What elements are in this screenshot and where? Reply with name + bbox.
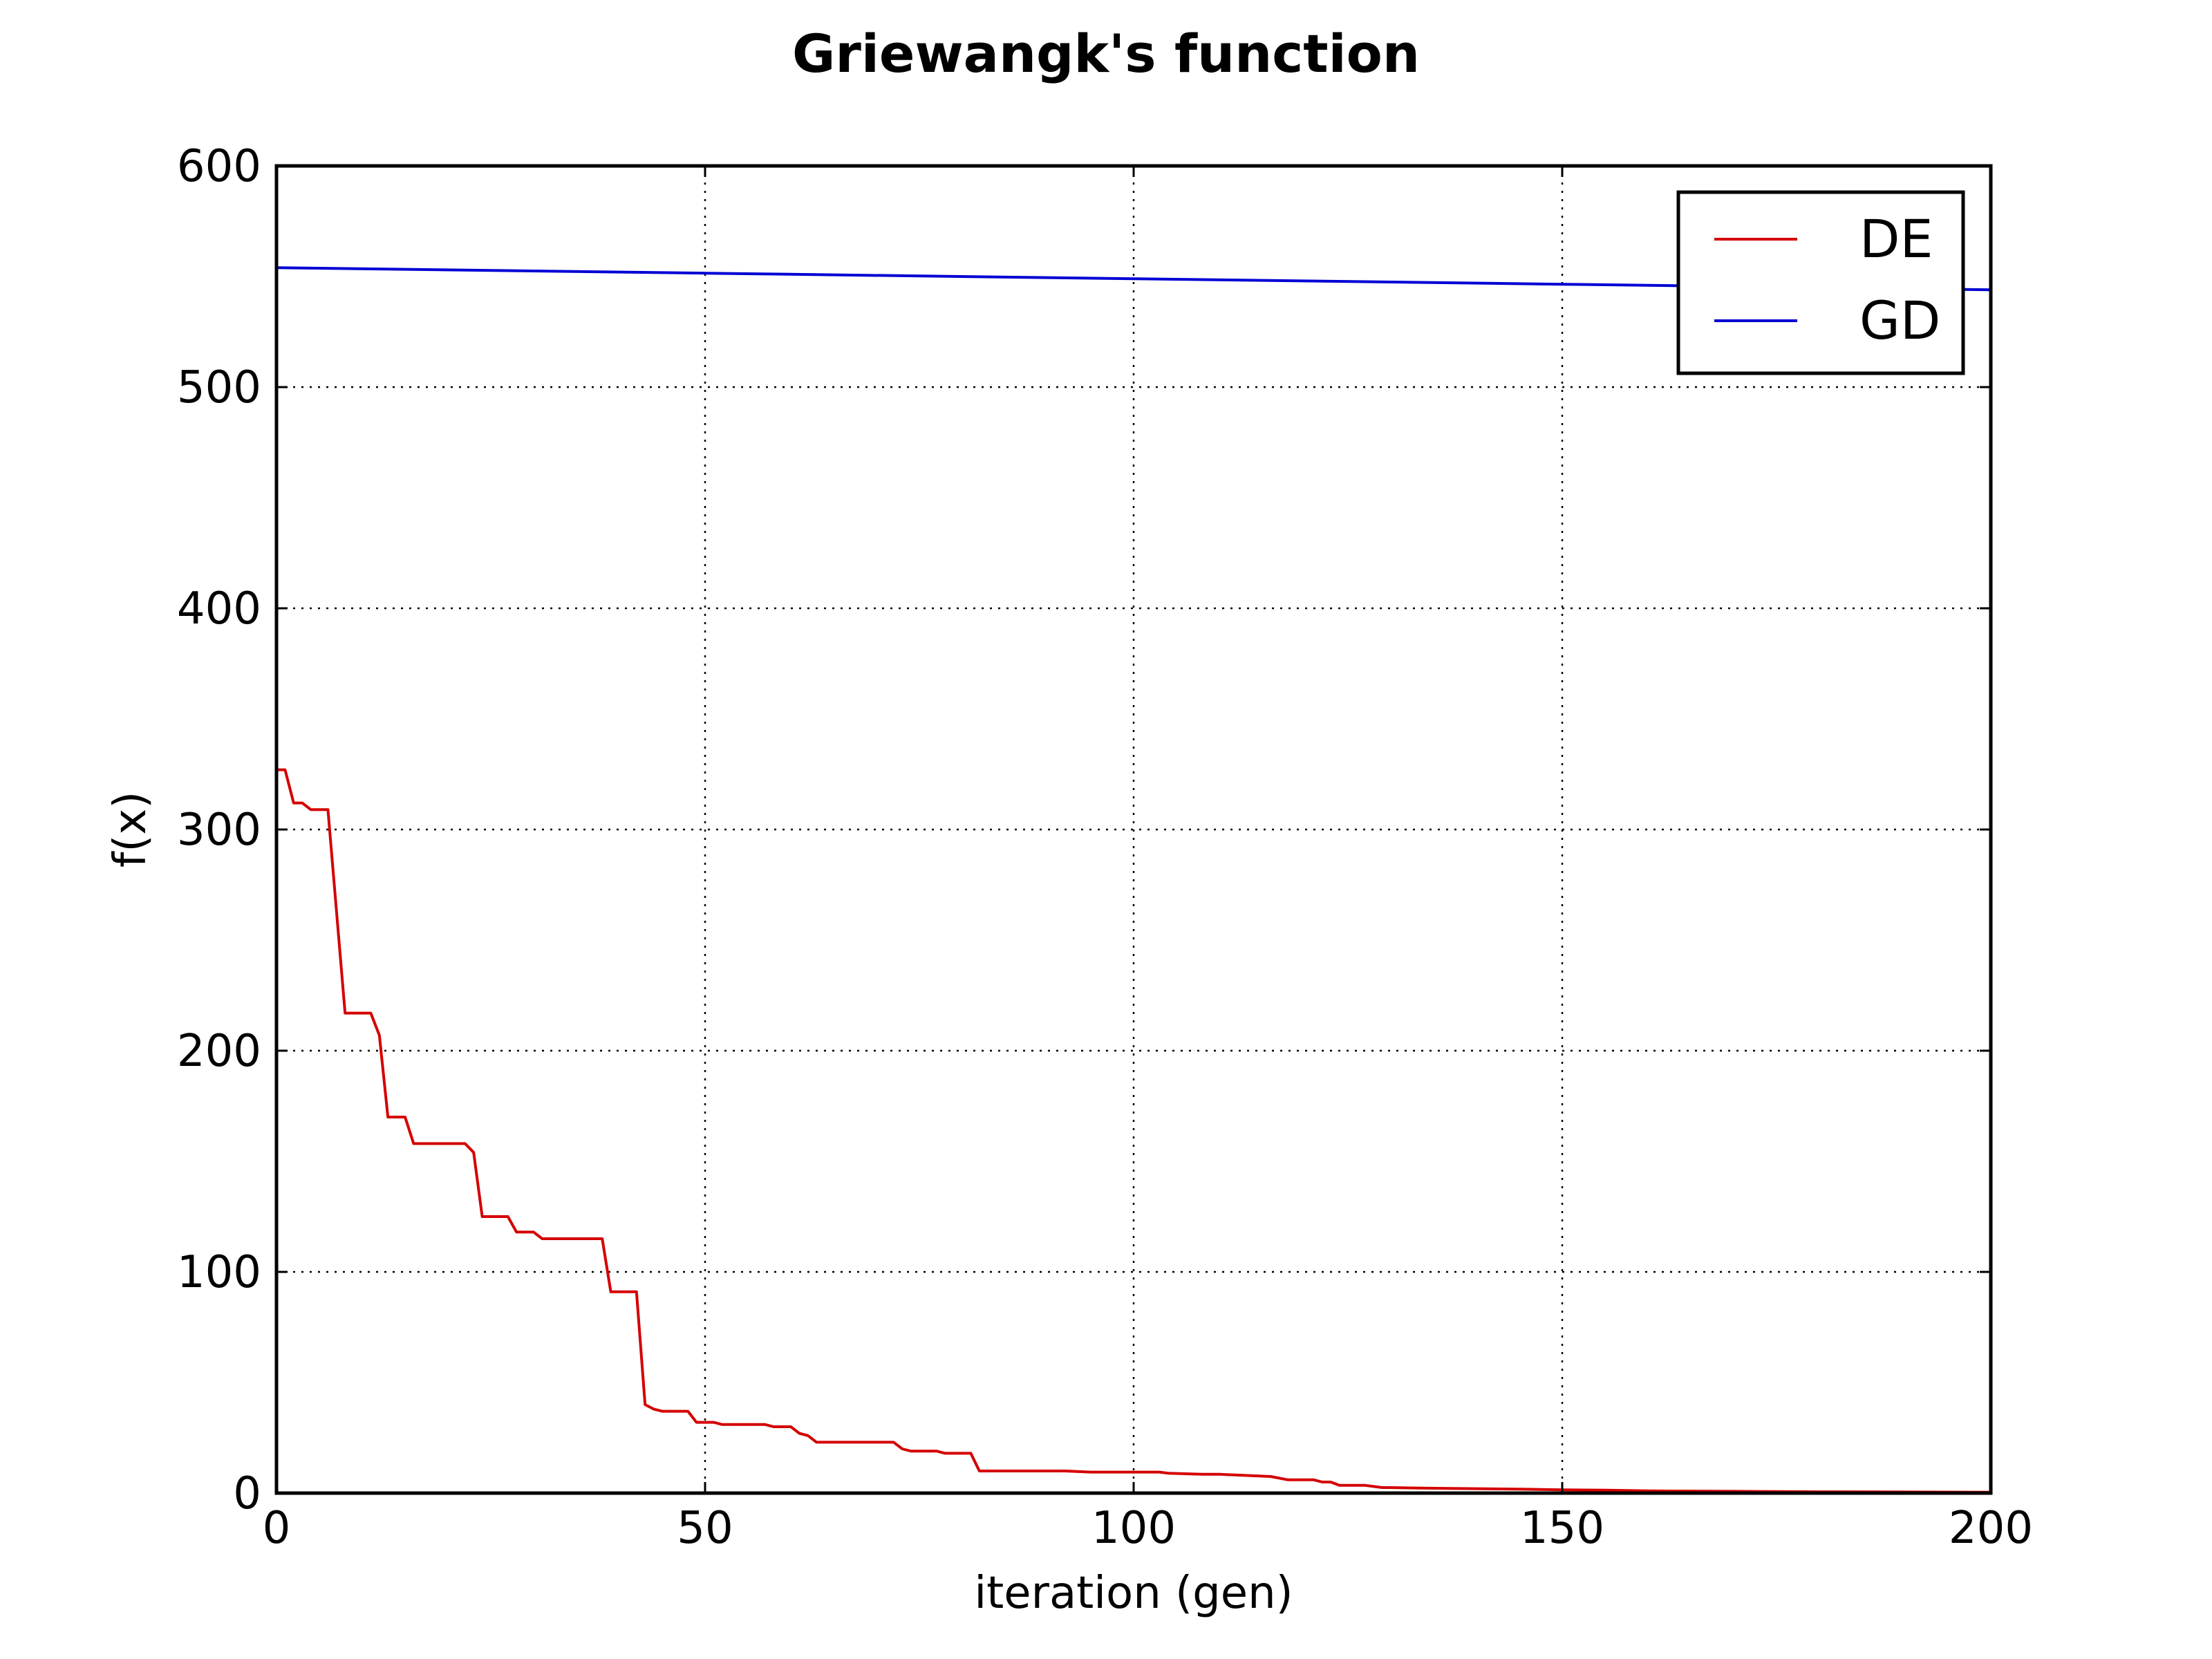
chart-legend: DE GD: [1676, 190, 1965, 375]
x-tick-label-100: 100: [1091, 1503, 1176, 1554]
chart-title: Griewangk's function: [792, 23, 1420, 84]
x-tick-label-0: 0: [263, 1503, 291, 1554]
y-tick-label-0: 0: [233, 1468, 261, 1519]
x-tick-label-150: 150: [1520, 1503, 1604, 1554]
y-tick-label-400: 400: [177, 583, 261, 635]
y-tick-label-300: 300: [177, 805, 261, 856]
x-tick-label-50: 50: [677, 1503, 733, 1554]
grid-lines: [276, 166, 1991, 1493]
legend-label-gd: GD: [1859, 290, 1940, 351]
y-tick-label-600: 600: [177, 141, 261, 192]
y-tick-label-500: 500: [177, 362, 261, 413]
y-tick-label-100: 100: [177, 1247, 261, 1298]
y-axis-label: f(x): [105, 791, 156, 868]
axis-ticks: 0 50 100 150 200 0 100 200 300 400 500 600: [177, 141, 2033, 1554]
legend-box: [1676, 190, 1965, 375]
series-line-de: [276, 768, 1991, 1494]
y-tick-label-200: 200: [177, 1026, 261, 1077]
x-axis-label: iteration (gen): [974, 1568, 1293, 1619]
legend-label-de: DE: [1859, 208, 1933, 270]
x-tick-label-200: 200: [1949, 1503, 2033, 1554]
